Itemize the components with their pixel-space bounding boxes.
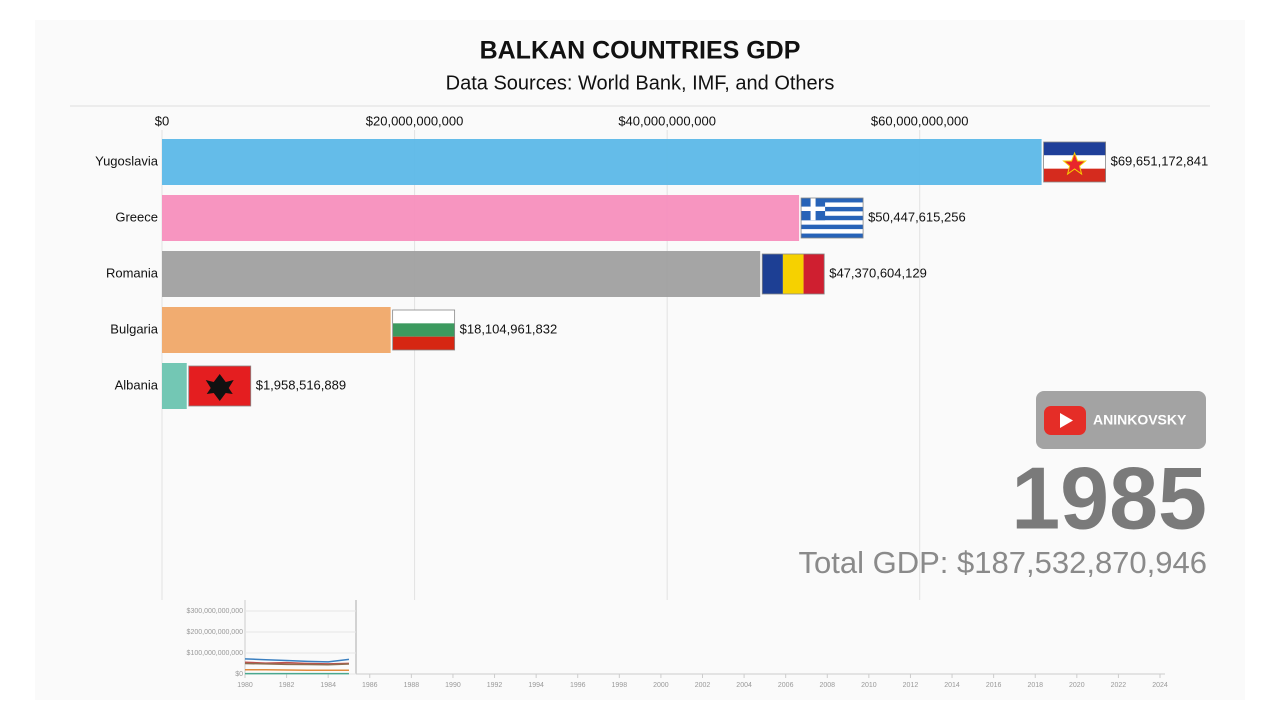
x-tick-label: $60,000,000,000 bbox=[871, 113, 969, 128]
x-tick-label: $0 bbox=[155, 113, 169, 128]
mini-x-tick-label: 1992 bbox=[487, 682, 503, 689]
flag bbox=[392, 309, 456, 351]
mini-x-tick-label: 2012 bbox=[903, 682, 919, 689]
mini-y-tick-label: $100,000,000,000 bbox=[187, 650, 244, 657]
value-label: $1,958,516,889 bbox=[256, 377, 346, 392]
y-tick-label: Bulgaria bbox=[110, 321, 158, 336]
flag-eagle bbox=[205, 374, 234, 401]
flag-stripe bbox=[801, 220, 864, 225]
mini-x-tick-label: 1996 bbox=[570, 682, 586, 689]
flag bbox=[800, 197, 864, 239]
mini-x-tick-label: 1980 bbox=[237, 682, 253, 689]
flag-stripe bbox=[801, 229, 864, 234]
mini-y-tick-label: $0 bbox=[235, 671, 243, 678]
flag-stripe bbox=[1043, 168, 1106, 182]
y-tick-label: Romania bbox=[106, 265, 159, 280]
bar bbox=[162, 251, 761, 297]
mini-x-tick-label: 1982 bbox=[279, 682, 295, 689]
flag bbox=[1043, 141, 1106, 183]
flag-stripe bbox=[762, 254, 783, 294]
flag-stripe bbox=[392, 310, 455, 324]
flag-stripe bbox=[392, 336, 455, 350]
flag-star bbox=[1062, 151, 1087, 176]
mini-x-tick-label: 2020 bbox=[1069, 682, 1085, 689]
mini-x-tick-label: 2024 bbox=[1152, 682, 1168, 689]
year: 1985 bbox=[1011, 448, 1207, 547]
y-tick-label: Albania bbox=[115, 377, 159, 392]
value-label: $47,370,604,129 bbox=[829, 265, 927, 280]
flag-border bbox=[392, 309, 456, 351]
flag-stripe bbox=[801, 211, 864, 216]
x-tick-label: $20,000,000,000 bbox=[366, 113, 464, 128]
mini-x-tick-label: 2008 bbox=[819, 682, 835, 689]
bar bbox=[162, 363, 187, 409]
chart-subtitle: Data Sources: World Bank, IMF, and Other… bbox=[446, 72, 835, 94]
panel bbox=[35, 20, 1245, 700]
mini-x-tick-label: 2018 bbox=[1027, 682, 1043, 689]
flag bbox=[761, 253, 825, 295]
flag-stripe bbox=[392, 323, 455, 337]
bar bbox=[162, 195, 800, 241]
mini-x-tick-label: 1988 bbox=[404, 682, 420, 689]
flag-border bbox=[188, 365, 252, 407]
mini-x-tick-label: 2016 bbox=[986, 682, 1002, 689]
x-tick-label: $40,000,000,000 bbox=[618, 113, 716, 128]
chart-title: BALKAN COUNTRIES GDP bbox=[480, 37, 801, 65]
bar bbox=[162, 139, 1042, 185]
flag bbox=[188, 365, 252, 407]
mini-y-tick-label: $200,000,000,000 bbox=[187, 629, 244, 636]
flag-stripe bbox=[801, 202, 864, 207]
y-tick-label: Yugoslavia bbox=[95, 153, 159, 168]
flag-stripe bbox=[803, 254, 825, 294]
mini-x-tick-label: 1984 bbox=[320, 682, 336, 689]
mini-x-tick-label: 2000 bbox=[653, 682, 669, 689]
mini-line bbox=[244, 662, 350, 666]
mini-line bbox=[244, 658, 350, 663]
play-triangle bbox=[1060, 413, 1073, 428]
flag-border bbox=[761, 253, 825, 295]
mini-x-tick-label: 2014 bbox=[944, 682, 960, 689]
flag-border bbox=[800, 197, 864, 239]
mini-line bbox=[244, 661, 349, 665]
channel-name: ANINKOVSKY bbox=[1093, 412, 1187, 428]
flag-border bbox=[1043, 141, 1106, 183]
mini-x-tick-label: 2010 bbox=[861, 682, 877, 689]
bar bbox=[162, 307, 391, 353]
mini-x-tick-label: 1998 bbox=[612, 682, 628, 689]
mini-x-tick-label: 1994 bbox=[528, 682, 544, 689]
mini-y-tick-label: $300,000,000,000 bbox=[187, 608, 244, 615]
value-label: $18,104,961,832 bbox=[460, 321, 558, 336]
total-gdp: Total GDP: $187,532,870,946 bbox=[799, 545, 1207, 580]
flag-stripe bbox=[782, 254, 804, 294]
channel-badge[interactable]: ANINKOVSKY bbox=[1036, 391, 1206, 449]
mini-x-tick-label: 1986 bbox=[362, 682, 378, 689]
y-tick-label: Greece bbox=[115, 209, 158, 224]
mini-x-tick-label: 2002 bbox=[695, 682, 711, 689]
mini-x-tick-label: 2006 bbox=[778, 682, 794, 689]
mini-x-tick-label: 2022 bbox=[1111, 682, 1127, 689]
mini-x-tick-label: 1990 bbox=[445, 682, 461, 689]
mini-x-tick-label: 2004 bbox=[736, 682, 752, 689]
flag-stripe bbox=[1043, 142, 1106, 156]
value-label: $69,651,172,841 bbox=[1111, 153, 1209, 168]
flag-cross bbox=[801, 206, 826, 211]
value-label: $50,447,615,256 bbox=[868, 209, 966, 224]
